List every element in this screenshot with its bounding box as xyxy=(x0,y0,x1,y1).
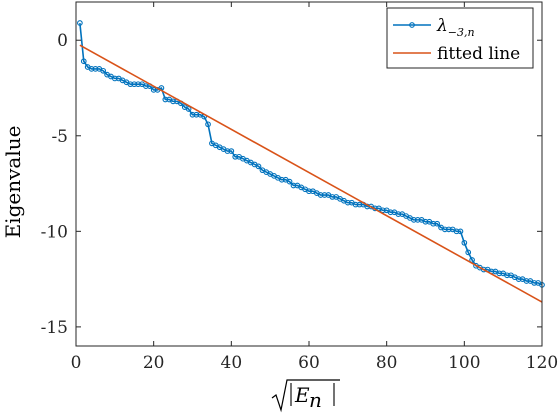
x-axis-label-subscript: n xyxy=(309,388,322,412)
x-tick-label: 0 xyxy=(71,353,82,373)
data-point xyxy=(321,192,328,198)
data-point xyxy=(422,218,429,225)
x-axis-label-text: E xyxy=(294,383,310,407)
data-point xyxy=(453,228,460,235)
legend: λ−3,n fitted line xyxy=(386,7,534,69)
data-point xyxy=(515,276,522,282)
data-point xyxy=(387,209,394,216)
data-point xyxy=(143,83,149,89)
data-point xyxy=(445,226,452,233)
data-point xyxy=(205,121,211,128)
data-point xyxy=(356,201,363,208)
data-point xyxy=(379,207,386,214)
y-axis-label: Eigenvalue xyxy=(1,126,25,239)
data-point xyxy=(150,87,157,93)
data-point xyxy=(457,228,464,235)
y-tick-label: 0 xyxy=(57,31,68,51)
plot-area xyxy=(77,20,545,303)
data-point xyxy=(224,148,231,154)
data-point xyxy=(442,226,448,233)
data-point xyxy=(465,249,472,256)
data-point xyxy=(496,270,503,277)
data-point xyxy=(111,75,118,82)
data-point xyxy=(531,280,538,286)
data-point xyxy=(88,66,95,72)
data-point xyxy=(523,278,530,284)
x-tick-label: 20 xyxy=(143,353,165,373)
data-point xyxy=(317,192,324,198)
x-tick-label: 60 xyxy=(298,353,320,373)
legend-entry-1: fitted line xyxy=(437,44,520,64)
x-axis-label: E n xyxy=(271,379,340,413)
data-point xyxy=(278,176,285,183)
data-point xyxy=(344,199,351,206)
data-point xyxy=(189,111,196,118)
data-point xyxy=(131,81,138,88)
x-tick-label: 120 xyxy=(526,353,558,373)
sqrt-radical xyxy=(271,379,340,413)
y-tick-label: -5 xyxy=(51,127,68,147)
legend-box xyxy=(386,7,534,69)
data-point xyxy=(77,20,83,26)
x-tick-label: 40 xyxy=(221,353,243,373)
data-point xyxy=(430,220,437,227)
data-point xyxy=(395,211,402,217)
data-point xyxy=(480,266,487,273)
data-point xyxy=(80,58,87,65)
data-point xyxy=(286,178,293,185)
data-point xyxy=(162,96,169,103)
data-point xyxy=(329,194,336,200)
data-point xyxy=(228,148,235,154)
data-point xyxy=(127,81,134,88)
axes: 0 20 40 60 80 100 120 0 -5 -10 -15 xyxy=(41,1,558,373)
data-point xyxy=(232,153,239,160)
series-line-1 xyxy=(79,44,543,303)
y-tick-label: -10 xyxy=(41,222,68,242)
data-point xyxy=(461,239,468,246)
data-point xyxy=(193,111,200,118)
data-point xyxy=(170,98,176,105)
x-tick-label: 80 xyxy=(376,353,398,373)
y-tick-label: -15 xyxy=(41,318,68,338)
data-point xyxy=(135,81,141,88)
data-point xyxy=(185,106,192,112)
x-tick-label: 100 xyxy=(448,353,480,373)
data-point xyxy=(255,163,262,170)
data-point xyxy=(434,220,441,227)
data-point xyxy=(411,217,417,223)
data-point xyxy=(504,272,510,279)
legend-marker-0 xyxy=(409,22,415,28)
legend-entry-0: λ−3,n xyxy=(436,16,475,39)
data-point xyxy=(92,66,99,72)
data-point xyxy=(306,188,312,195)
data-point xyxy=(352,201,359,208)
data-point xyxy=(100,67,107,74)
data-point xyxy=(414,217,421,223)
data-point xyxy=(290,182,297,189)
